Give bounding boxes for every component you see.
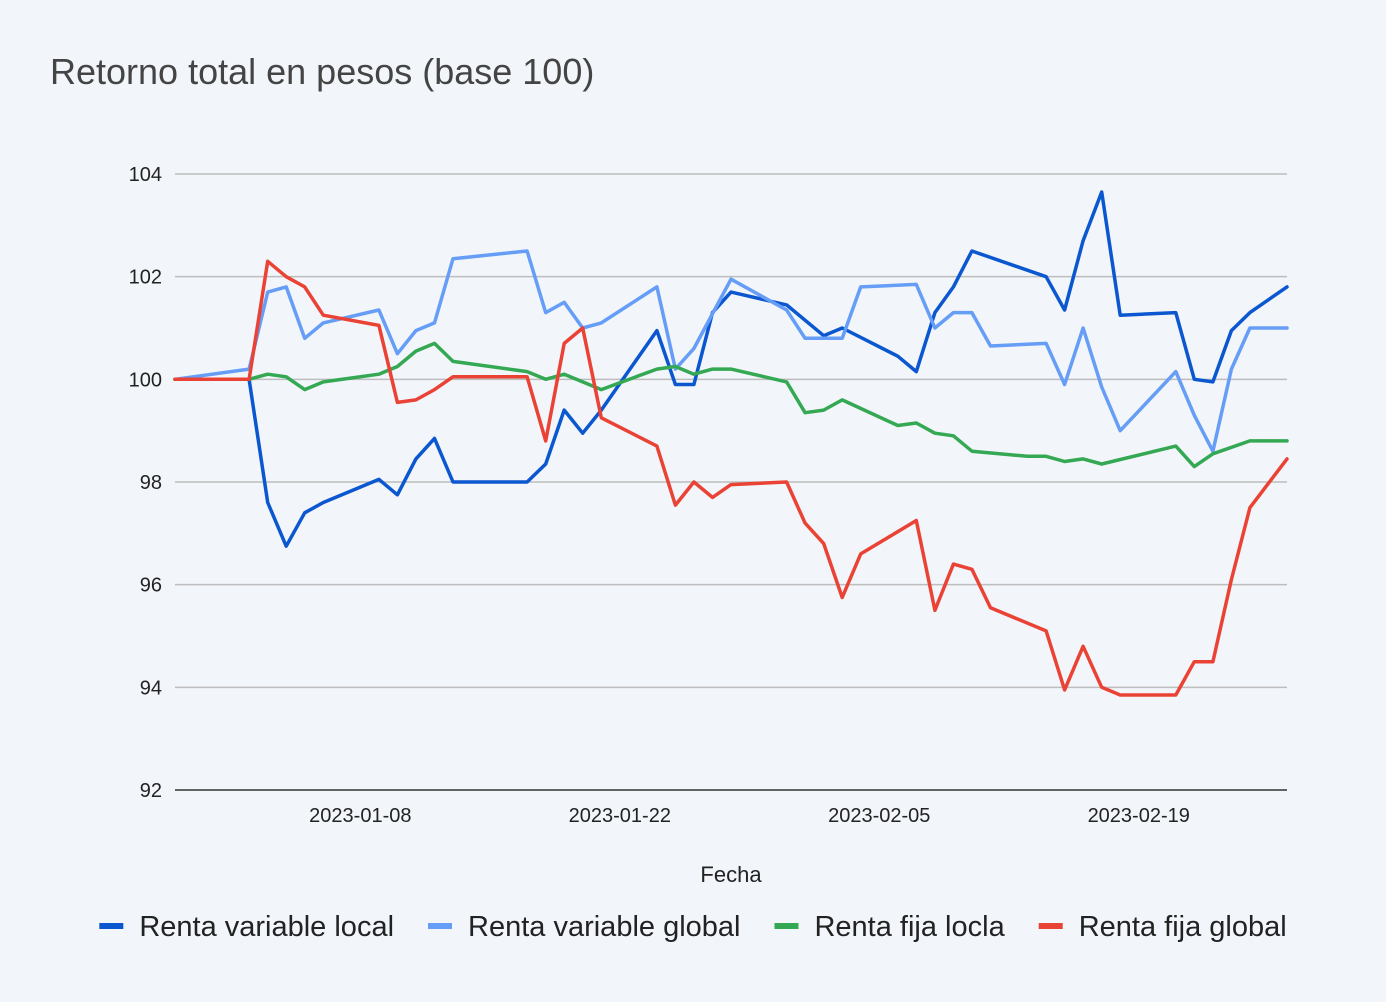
x-tick-label: 2023-02-19 <box>1088 805 1190 827</box>
legend-swatch <box>774 923 799 929</box>
series-line-2 <box>173 249 1289 453</box>
series-line-4 <box>173 259 1289 697</box>
y-tick-label: 94 <box>140 677 162 699</box>
legend-label: Renta variable global <box>468 911 740 943</box>
y-tick-label: 104 <box>129 164 162 186</box>
legend-item[interactable]: Renta variable global <box>428 911 740 943</box>
y-tick-label: 100 <box>129 369 162 391</box>
y-axis-tick-labels: 92 94 96 98 100 102 104 <box>129 164 162 802</box>
gridlines <box>175 173 1287 791</box>
series-line-3 <box>173 341 1289 469</box>
y-tick-label: 96 <box>140 575 162 597</box>
x-tick-label: 2023-02-05 <box>828 805 930 827</box>
y-tick-label: 92 <box>140 780 162 802</box>
legend-item[interactable]: Renta variable local <box>99 911 394 943</box>
legend-label: Renta fija global <box>1079 911 1287 943</box>
y-tick-label: 98 <box>140 472 162 494</box>
legend-item[interactable]: Renta fija locla <box>774 911 1006 943</box>
y-tick-label: 102 <box>129 267 162 289</box>
legend-swatch <box>428 923 453 929</box>
legend[interactable]: Renta variable local Renta variable globa… <box>99 911 1287 943</box>
legend-item[interactable]: Renta fija global <box>1038 911 1287 943</box>
x-axis-title: Fecha <box>700 862 762 887</box>
x-axis-tick-labels: 2023-01-08 2023-01-22 2023-02-05 2023-02-19 <box>309 805 1190 827</box>
x-tick-label: 2023-01-22 <box>569 805 671 827</box>
legend-swatch <box>1038 923 1063 929</box>
chart-title: Retorno total en pesos (base 100) <box>50 51 594 92</box>
legend-swatch <box>99 923 124 929</box>
series-lines <box>173 190 1289 697</box>
x-tick-label: 2023-01-08 <box>309 805 411 827</box>
legend-label: Renta variable local <box>139 911 394 943</box>
legend-label: Renta fija locla <box>814 911 1005 943</box>
